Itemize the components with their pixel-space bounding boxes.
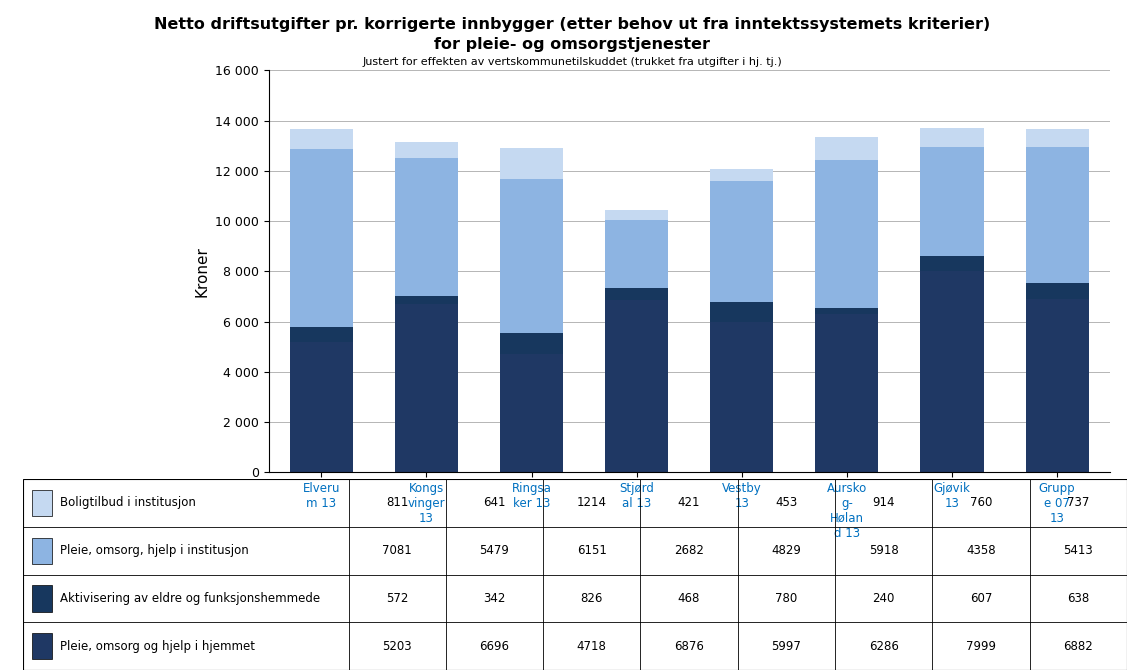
Bar — [605, 299, 668, 472]
Bar — [710, 170, 773, 181]
Bar — [816, 314, 879, 472]
Text: 240: 240 — [873, 592, 895, 605]
Bar — [32, 537, 51, 563]
Bar — [500, 354, 563, 472]
Bar — [32, 633, 51, 659]
Text: 1214: 1214 — [577, 496, 606, 509]
Text: 5203: 5203 — [382, 640, 412, 653]
Text: 6286: 6286 — [868, 640, 898, 653]
Text: Boligtilbud i institusjon: Boligtilbud i institusjon — [61, 496, 197, 509]
Bar — [710, 302, 773, 322]
Text: 6882: 6882 — [1063, 640, 1093, 653]
Bar — [289, 149, 352, 327]
Bar — [395, 295, 458, 304]
Bar — [816, 308, 879, 314]
Bar — [395, 158, 458, 295]
Bar — [289, 342, 352, 472]
Bar — [1026, 283, 1089, 299]
Text: 342: 342 — [483, 592, 506, 605]
Bar — [710, 322, 773, 472]
Bar — [1026, 299, 1089, 472]
Bar — [500, 148, 563, 178]
Bar — [500, 333, 563, 354]
Text: 4718: 4718 — [577, 640, 606, 653]
Text: 607: 607 — [970, 592, 992, 605]
Bar — [32, 586, 51, 612]
Bar — [289, 327, 352, 342]
Text: 468: 468 — [678, 592, 700, 605]
Bar — [710, 181, 773, 302]
Bar — [921, 127, 984, 147]
Bar — [289, 129, 352, 149]
Text: 638: 638 — [1067, 592, 1089, 605]
Text: 6876: 6876 — [674, 640, 704, 653]
Bar — [921, 271, 984, 472]
Text: for pleie- og omsorgstjenester: for pleie- og omsorgstjenester — [434, 37, 710, 52]
Bar — [816, 137, 879, 159]
Text: Aktivisering av eldre og funksjonshemmede: Aktivisering av eldre og funksjonshemmed… — [61, 592, 320, 605]
Text: 737: 737 — [1067, 496, 1089, 509]
Y-axis label: Kroner: Kroner — [194, 246, 209, 297]
Text: Netto driftsutgifter pr. korrigerte innbygger (etter behov ut fra inntektssystem: Netto driftsutgifter pr. korrigerte innb… — [154, 17, 990, 31]
Text: 5413: 5413 — [1063, 544, 1093, 557]
Text: Pleie, omsorg og hjelp i hjemmet: Pleie, omsorg og hjelp i hjemmet — [61, 640, 255, 653]
Text: 811: 811 — [386, 496, 408, 509]
Bar — [1026, 129, 1089, 147]
Text: 2682: 2682 — [674, 544, 704, 557]
Bar — [605, 288, 668, 299]
Text: 5997: 5997 — [771, 640, 801, 653]
Text: Justert for effekten av vertskommunetilskuddet (trukket fra utgifter i hj. tj.): Justert for effekten av vertskommunetils… — [363, 57, 781, 67]
Text: 5918: 5918 — [868, 544, 898, 557]
Text: 760: 760 — [970, 496, 992, 509]
Text: 4358: 4358 — [966, 544, 995, 557]
Text: 780: 780 — [776, 592, 797, 605]
Text: 421: 421 — [677, 496, 700, 509]
Bar — [816, 159, 879, 308]
Bar — [395, 304, 458, 472]
Text: 914: 914 — [873, 496, 895, 509]
Text: 453: 453 — [776, 496, 797, 509]
Text: 826: 826 — [580, 592, 603, 605]
Text: 5479: 5479 — [479, 544, 509, 557]
Bar — [605, 220, 668, 288]
Bar — [605, 210, 668, 220]
Text: 6696: 6696 — [479, 640, 509, 653]
Text: 7081: 7081 — [382, 544, 412, 557]
Text: 4829: 4829 — [771, 544, 801, 557]
Text: 572: 572 — [386, 592, 408, 605]
Bar — [395, 142, 458, 158]
Bar — [32, 490, 51, 516]
Bar — [921, 256, 984, 271]
Bar — [921, 147, 984, 256]
Bar — [1026, 147, 1089, 283]
Text: 641: 641 — [483, 496, 506, 509]
Text: Pleie, omsorg, hjelp i institusjon: Pleie, omsorg, hjelp i institusjon — [61, 544, 249, 557]
Text: 7999: 7999 — [966, 640, 996, 653]
Text: 6151: 6151 — [577, 544, 606, 557]
Bar — [500, 178, 563, 333]
